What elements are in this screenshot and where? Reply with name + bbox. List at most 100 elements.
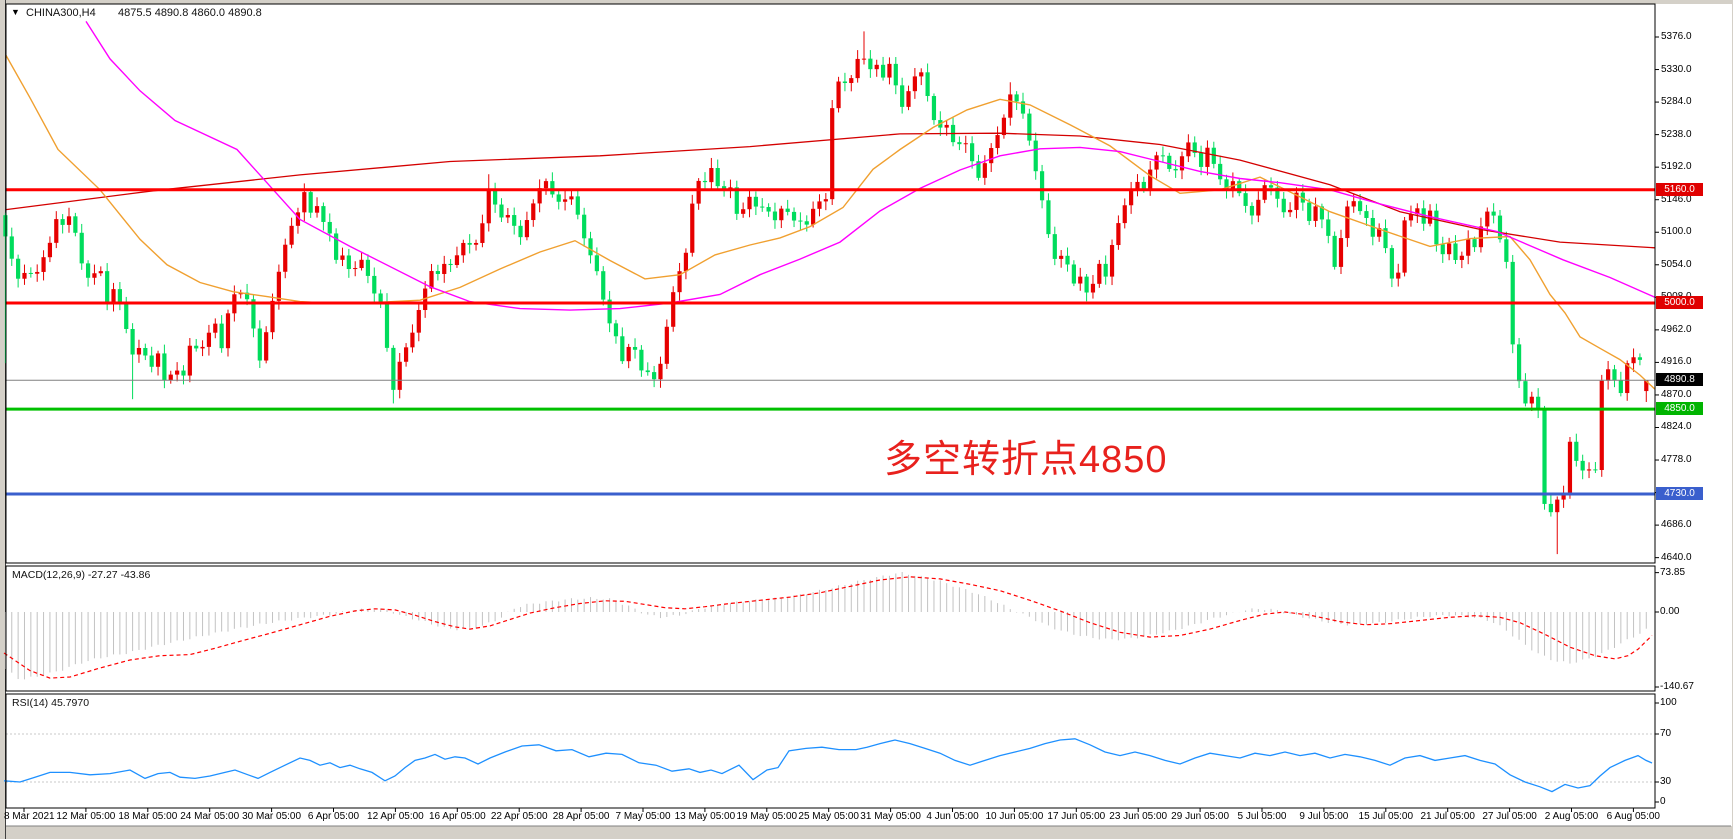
candle-down <box>766 207 771 212</box>
candle-up <box>1256 199 1261 216</box>
candle-up <box>1567 441 1573 495</box>
candle-down <box>1383 228 1388 249</box>
candle-up <box>397 361 402 390</box>
candle-up <box>505 215 510 218</box>
candle-up <box>1586 469 1592 471</box>
time-axis-label: 12 Apr 05:00 <box>367 811 424 822</box>
candle-down <box>1141 181 1146 190</box>
candle-down <box>645 370 650 373</box>
candle-up <box>1179 156 1185 171</box>
candle-down <box>957 142 962 145</box>
candle-up <box>1478 226 1484 248</box>
rsi-axis-label: 0 <box>1660 796 1666 807</box>
candle-down <box>893 63 898 86</box>
price-axis-label: 4824.0 <box>1661 421 1692 433</box>
candle-down <box>105 271 110 303</box>
candle-down <box>1268 185 1274 188</box>
candle-down <box>1319 206 1325 220</box>
candle-up <box>1599 380 1604 471</box>
candle-up <box>677 271 682 293</box>
candle-up <box>314 206 320 213</box>
candle-down <box>1574 441 1579 461</box>
time-axis-label: 29 Jun 05:00 <box>1171 811 1230 822</box>
candle-down <box>601 271 606 300</box>
candle-up <box>626 346 631 362</box>
candle-up <box>136 347 142 355</box>
candle-down <box>1593 469 1598 471</box>
candle-down <box>28 272 33 274</box>
candle-up <box>1561 494 1566 500</box>
candle-up <box>1338 238 1344 267</box>
candle-down <box>1211 147 1216 164</box>
candle-down <box>842 81 848 84</box>
candle-down <box>772 211 778 221</box>
candle-down <box>1421 208 1426 224</box>
candle-up <box>1447 243 1452 255</box>
candle-down <box>1332 235 1337 267</box>
candle-down <box>1612 369 1617 381</box>
candle-down <box>124 304 129 329</box>
candle-down <box>620 336 625 362</box>
candle-down <box>493 190 498 205</box>
candle-up <box>664 326 669 364</box>
candle-up <box>1154 155 1159 170</box>
time-axis-label: 16 Apr 05:00 <box>428 811 486 822</box>
symbol-dropdown-icon[interactable]: ▼ <box>11 7 20 17</box>
candle-up <box>1097 263 1102 284</box>
candle-up <box>1377 228 1382 237</box>
candle-up <box>1606 369 1611 381</box>
candle-down <box>1580 460 1585 471</box>
candle-up <box>696 180 701 204</box>
candle-down <box>1434 210 1439 245</box>
candle-down <box>1637 357 1643 360</box>
candle-down <box>1523 381 1528 404</box>
candle-up <box>403 347 409 362</box>
candle-up <box>1129 188 1134 206</box>
candle-down <box>16 258 21 279</box>
candle-down <box>1065 255 1070 265</box>
candle-up <box>1186 142 1191 157</box>
candle-up <box>454 255 460 266</box>
candle-up <box>1644 380 1649 392</box>
candle-down <box>1224 179 1229 190</box>
candle-up <box>111 289 116 303</box>
macd-axis-label: 73.85 <box>1660 566 1686 578</box>
macd-indicator-label: MACD(12,26,9) -27.27 -43.86 <box>12 569 150 581</box>
rsi-name: RSI(14) <box>12 697 49 709</box>
candle-up <box>92 273 97 278</box>
candle-down <box>785 208 790 212</box>
chart-background <box>6 4 1732 826</box>
candle-up <box>861 58 867 60</box>
time-axis-label: 12 Mar 05:00 <box>56 811 116 822</box>
candle-up <box>486 190 491 224</box>
candle-up <box>836 81 841 109</box>
panel-border <box>5 565 1656 692</box>
candle-down <box>925 72 930 97</box>
time-axis-label: 4 Jun 05:00 <box>926 811 979 822</box>
candle-down <box>1389 248 1394 279</box>
candle-down <box>467 242 472 245</box>
candle-down <box>1548 503 1553 513</box>
candle-down <box>1249 205 1255 216</box>
candle-down <box>162 353 167 381</box>
chart-title-symbol: CHINA300,H4 <box>26 7 96 19</box>
candle-up <box>47 242 53 258</box>
candle-up <box>1631 357 1636 364</box>
candle-down <box>327 221 332 234</box>
price-axis-label: 5284.0 <box>1661 96 1692 108</box>
candle-up <box>709 168 714 183</box>
candle-up <box>524 220 530 238</box>
candle-up <box>1529 396 1534 404</box>
candle-down <box>1160 155 1166 157</box>
candle-down <box>588 238 593 256</box>
candle-up <box>168 374 173 381</box>
candle-up <box>1408 214 1414 221</box>
candle-down <box>1364 211 1369 218</box>
candle-up <box>989 148 994 164</box>
candle-down <box>550 181 555 195</box>
candle-up <box>22 272 27 279</box>
candle-up <box>1008 94 1013 118</box>
time-axis-label: 22 Apr 05:00 <box>490 811 548 822</box>
time-axis-label: 5 Jul 05:00 <box>1237 811 1287 822</box>
